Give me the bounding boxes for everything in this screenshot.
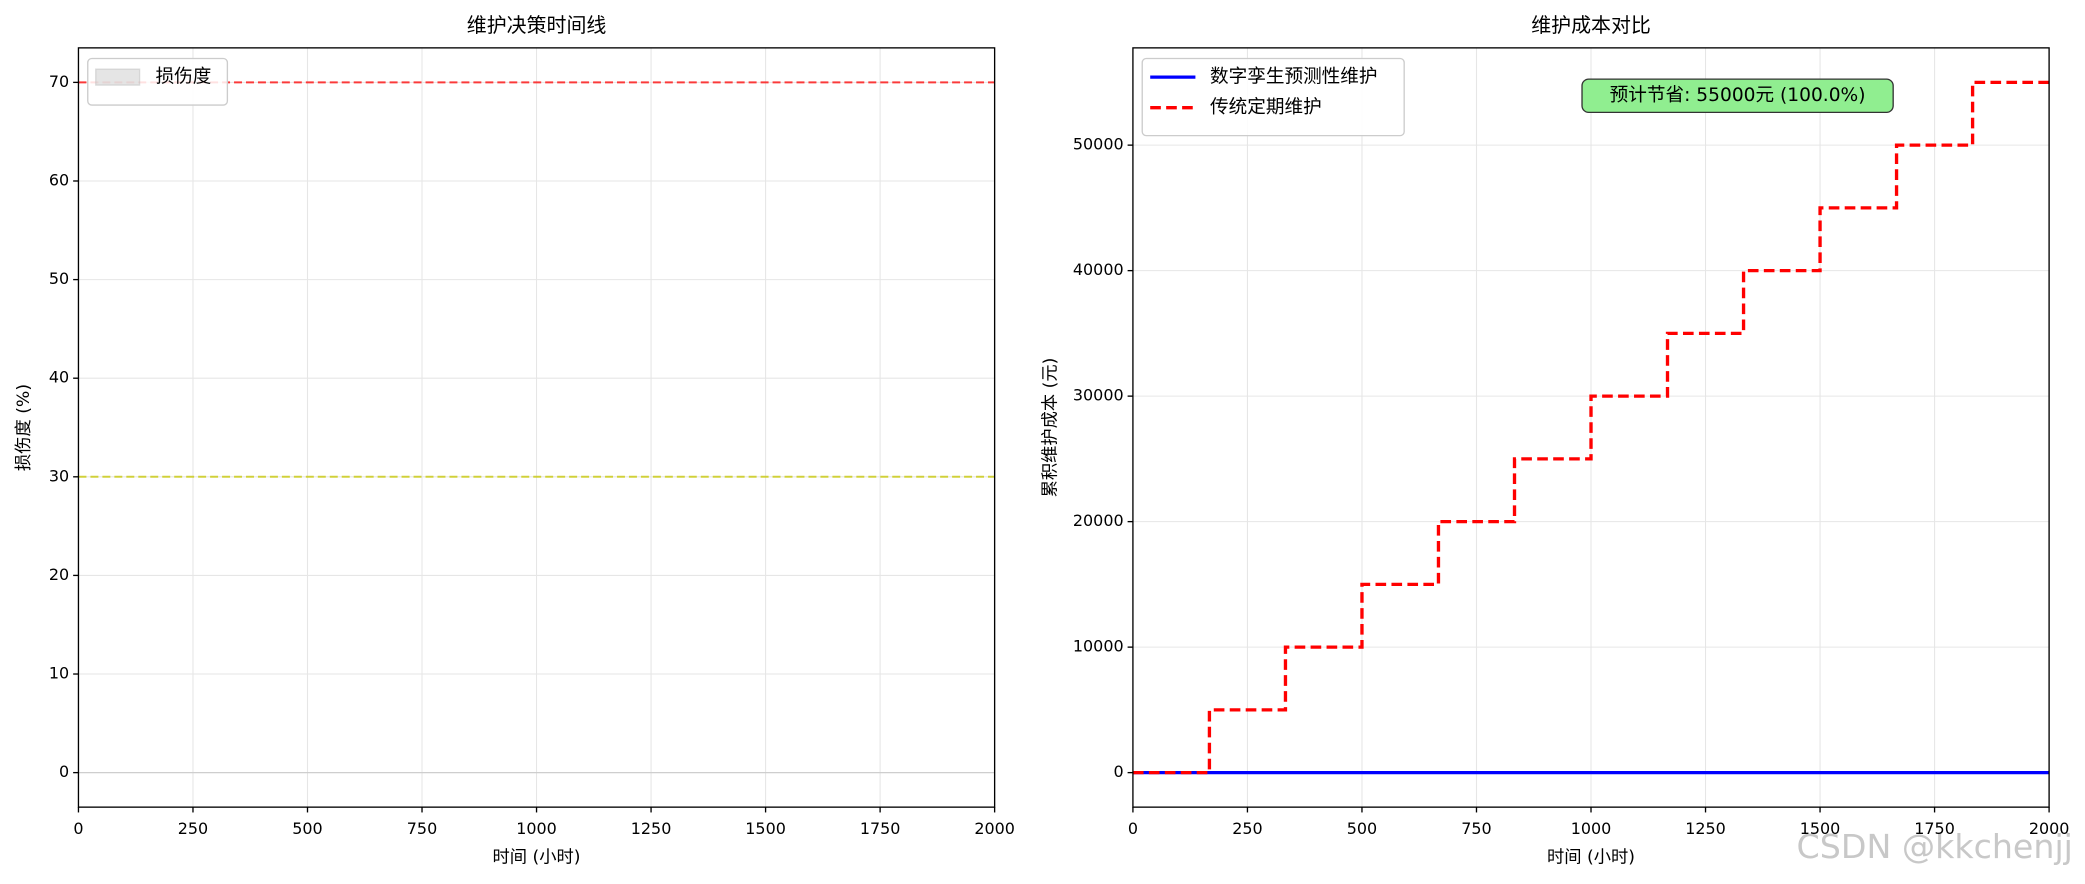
x-tick-label: 0 [1128, 819, 1138, 838]
chart-title: 维护决策时间线 [467, 13, 607, 37]
legend-frame [87, 57, 229, 106]
legend-frame [1141, 57, 1405, 137]
legend-label: 数字孪生预测性维护 [1210, 67, 1377, 88]
y-tick-label: 30 [49, 466, 69, 485]
y-tick-label: 20 [49, 565, 69, 584]
x-tick-label: 1750 [860, 819, 901, 838]
y-tick-label: 0 [59, 762, 69, 781]
y-tick-label: 0 [1113, 762, 1123, 781]
y-tick-label: 50 [49, 269, 69, 288]
y-axis-label: 损伤度 (%) [14, 384, 34, 471]
x-tick-label: 0 [73, 819, 83, 838]
axes-frame [77, 47, 996, 808]
legend-label: 损伤度 [156, 67, 212, 88]
x-axis-label: 时间 (小时) [1547, 848, 1635, 868]
legend-swatch [95, 68, 141, 86]
x-tick-label: 1500 [1800, 819, 1841, 838]
x-tick-label: 750 [407, 819, 437, 838]
x-tick-label: 750 [1461, 819, 1491, 838]
watermark: CSDN @kkchenjj [1797, 827, 2073, 866]
y-tick-label: 60 [49, 170, 69, 189]
x-axis-label: 时间 (小时) [493, 848, 581, 868]
y-axis-label: 累积维护成本 (元) [1040, 358, 1060, 498]
x-tick-label: 250 [1232, 819, 1262, 838]
chart-title: 维护成本对比 [1531, 13, 1651, 37]
annotation: 预计节省: 55000元 (100.0%) [1610, 85, 1866, 106]
x-tick-label: 1500 [745, 819, 786, 838]
x-tick-label: 2000 [974, 819, 1015, 838]
y-tick-label: 10000 [1073, 637, 1124, 656]
y-tick-label: 40000 [1073, 260, 1124, 279]
x-tick-label: 1000 [516, 819, 557, 838]
annotation-box [1581, 78, 1894, 114]
x-tick-label: 1750 [1914, 819, 1955, 838]
x-tick-label: 500 [1347, 819, 1377, 838]
y-tick-label: 70 [49, 72, 69, 91]
y-tick-label: 50000 [1073, 135, 1124, 154]
legend-label: 传统定期维护 [1210, 97, 1322, 118]
x-tick-label: 1250 [1685, 819, 1726, 838]
axes-frame [1132, 47, 2050, 808]
x-tick-label: 250 [178, 819, 208, 838]
x-tick-label: 1000 [1571, 819, 1612, 838]
y-tick-label: 40 [49, 368, 69, 387]
x-tick-label: 1250 [631, 819, 672, 838]
y-tick-label: 10 [49, 664, 69, 683]
line [1132, 80, 2050, 775]
x-tick-label: 2000 [2029, 819, 2070, 838]
y-tick-label: 20000 [1073, 511, 1124, 530]
x-tick-label: 500 [292, 819, 322, 838]
y-tick-label: 30000 [1073, 386, 1124, 405]
